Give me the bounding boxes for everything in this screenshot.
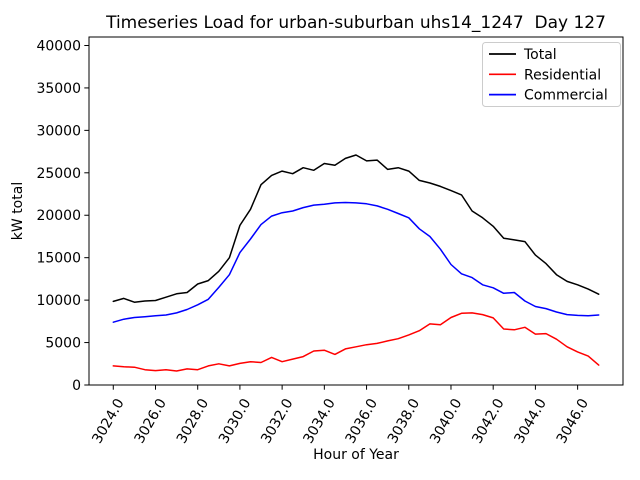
series-line-residential [112,312,600,372]
y-axis-label: kW total [10,182,26,240]
x-tick-label: 3038.0 [385,396,423,446]
y-tick-label: 30000 [36,123,81,139]
series-line-total [112,154,600,303]
x-tick-label: 3032.0 [258,396,296,446]
y-tick-label: 20000 [36,208,81,224]
y-tick-label: 40000 [36,38,81,54]
y-tick-label: 25000 [36,166,81,182]
series-line-commercial [112,201,600,323]
x-tick-label: 3028.0 [174,396,212,446]
x-tick-label: 3024.0 [89,396,127,446]
x-tick-label: 3046.0 [554,396,592,446]
legend-label: Total [523,47,557,63]
x-tick-label: 3040.0 [427,396,465,446]
x-tick-label: 3030.0 [216,396,254,446]
legend-label: Commercial [524,88,608,104]
y-tick-label: 10000 [36,293,81,309]
x-tick-label: 3044.0 [512,396,550,446]
x-tick-label: 3036.0 [343,396,381,446]
chart-title: Timeseries Load for urban-suburban uhs14… [105,13,606,33]
legend-box [482,42,621,107]
y-tick-label: 15000 [36,251,81,267]
x-tick-label: 3034.0 [300,396,338,446]
y-tick-label: 0 [72,378,81,394]
x-axis-label: Hour of Year [313,447,399,463]
x-tick-label: 3026.0 [132,396,170,446]
plot-frame [88,36,624,386]
x-tick-label: 3042.0 [469,396,507,446]
legend-label: Residential [524,67,601,83]
y-tick-label: 5000 [45,336,81,352]
y-tick-label: 35000 [36,81,81,97]
